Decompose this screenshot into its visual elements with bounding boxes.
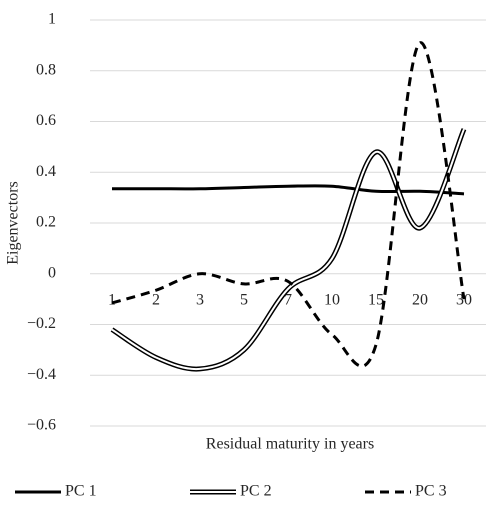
- y-tick-label: 0.8: [36, 61, 56, 78]
- x-tick-label: 1: [108, 291, 116, 308]
- x-tick-label: 5: [240, 291, 248, 308]
- y-tick-label: −0.6: [27, 417, 56, 434]
- x-tick-label: 3: [196, 291, 204, 308]
- y-tick-label: 0: [48, 264, 56, 281]
- legend-label: PC 1: [65, 483, 97, 500]
- legend-label: PC 3: [415, 483, 447, 500]
- y-tick-label: 0.2: [36, 214, 56, 231]
- legend-label: PC 2: [240, 483, 272, 500]
- series-line: [111, 41, 466, 368]
- x-axis-label: Residual maturity in years: [206, 436, 374, 453]
- y-tick-label: −0.4: [27, 366, 56, 383]
- x-tick-label: 15: [368, 291, 384, 308]
- series-line: [110, 128, 467, 372]
- series-line: [111, 128, 465, 371]
- y-axis-label: Eigenvectors: [5, 181, 22, 265]
- y-tick-label: 0.4: [36, 163, 56, 180]
- x-tick-label: 10: [324, 291, 340, 308]
- x-tick-label: 20: [412, 291, 428, 308]
- y-tick-label: 0.6: [36, 112, 56, 129]
- series-line: [112, 184, 465, 196]
- x-tick-label: 30: [456, 291, 472, 308]
- x-tick-label: 7: [284, 291, 292, 308]
- y-tick-label: −0.2: [27, 315, 56, 332]
- y-tick-label: 1: [48, 11, 56, 28]
- x-tick-label: 2: [152, 291, 160, 308]
